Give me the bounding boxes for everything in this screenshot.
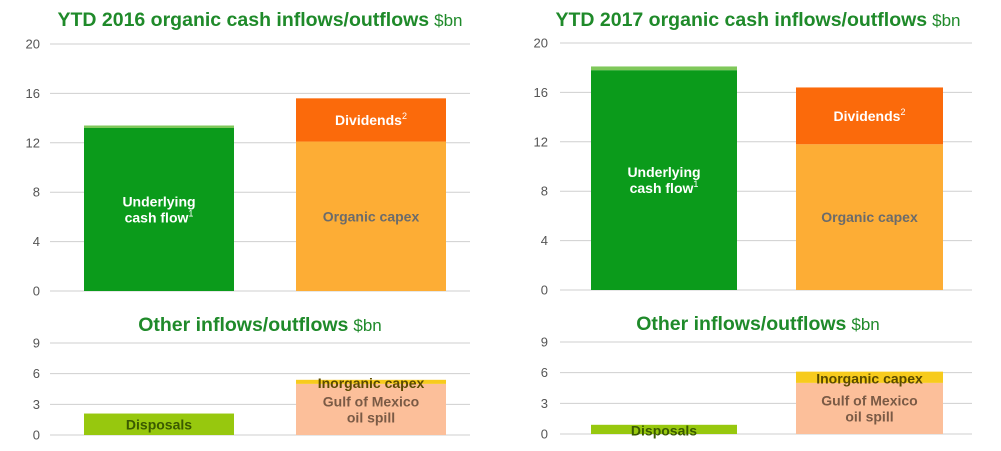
- y-tick-label: 4: [33, 234, 40, 249]
- bar-label-text: Dividends: [335, 112, 402, 128]
- footnote-marker: 2: [900, 107, 905, 117]
- bar-label-gulf_of_mexico: oil spill: [347, 409, 395, 425]
- bar-label-underlying_cash_flow: cash flow1: [125, 208, 194, 225]
- y-tick-label: 16: [534, 85, 548, 100]
- bar-segment-inorganic_capex: [296, 379, 446, 384]
- bar-segment-dividends: [796, 87, 943, 145]
- chart-unit: $bn: [932, 11, 960, 30]
- bar-label-organic_capex: Organic capex: [821, 209, 918, 225]
- bar-label-inorganic_capex: Inorganic capex: [318, 375, 425, 391]
- chart-unit: $bn: [851, 315, 879, 334]
- bar-segment-dividends: [296, 98, 446, 142]
- footnote-marker: 1: [188, 208, 193, 218]
- chart-title-text: Other inflows/outflows: [636, 313, 846, 335]
- bar-label-text: cash flow: [630, 180, 694, 196]
- y-tick-label: 12: [534, 134, 548, 149]
- bar-label-text: cash flow: [125, 209, 189, 225]
- bar-label-organic_capex: Organic capex: [323, 208, 420, 224]
- bar-segment-inorganic_capex: [796, 371, 943, 383]
- bar-segment-organic_capex: [296, 141, 446, 291]
- bar-label-underlying_cash_flow: Underlying: [122, 193, 195, 209]
- footnote-marker: 1: [693, 179, 698, 189]
- y-tick-label: 20: [26, 37, 40, 52]
- bar-label-text: Organic capex: [323, 208, 420, 224]
- y-tick-label: 12: [26, 135, 40, 150]
- bar-label-text: Disposals: [126, 416, 192, 432]
- y-tick-label: 6: [541, 365, 548, 380]
- y-tick-label: 0: [33, 428, 40, 443]
- bar-label-text: Dividends: [834, 108, 901, 124]
- bar-segment-gulf_of_mexico: [296, 383, 446, 435]
- bar-label-dividends: Dividends2: [335, 111, 407, 128]
- chart-title: YTD 2016 organic cash inflows/outflows $b…: [57, 9, 462, 31]
- y-tick-label: 0: [541, 283, 548, 298]
- y-tick-label: 6: [33, 366, 40, 381]
- bar-label-dividends: Dividends2: [834, 107, 906, 124]
- footnote-marker: 2: [402, 111, 407, 121]
- bar-label-disposals: Disposals: [631, 422, 697, 438]
- chart-ytd2017-organic: YTD 2017 organic cash inflows/outflows $b…: [534, 9, 972, 298]
- bar-label-disposals: Disposals: [126, 416, 192, 432]
- bar-segment-gulf_of_mexico: [796, 382, 943, 434]
- bar-label-text: Organic capex: [821, 209, 918, 225]
- y-tick-label: 0: [541, 427, 548, 442]
- chart-title: Other inflows/outflows $bn: [636, 313, 880, 335]
- bar-label-underlying_cash_flow: cash flow1: [630, 179, 699, 196]
- chart-ytd2016-other: Other inflows/outflows $bn 0 3 6 9 Disposals Gu…: [33, 314, 470, 443]
- bar-segment-cash_flow_top: [84, 125, 234, 128]
- y-tick-label: 4: [541, 233, 548, 248]
- chart-ytd2016-organic: YTD 2016 organic cash inflows/outflows $b…: [26, 9, 470, 299]
- y-tick-label: 8: [33, 185, 40, 200]
- bar-label-text: Underlying: [627, 164, 700, 180]
- bar-label-text: Gulf of Mexico: [821, 392, 917, 408]
- bar-segment-cash_flow_top: [591, 66, 737, 71]
- bar-label-text: oil spill: [845, 408, 893, 424]
- y-tick-label: 9: [33, 336, 40, 351]
- y-tick-label: 8: [541, 184, 548, 199]
- y-tick-label: 0: [33, 284, 40, 299]
- bar-segment-disposals: [591, 424, 737, 434]
- bar-segment-organic_capex: [796, 144, 943, 290]
- chart-title: Other inflows/outflows $bn: [138, 314, 382, 336]
- y-tick-label: 16: [26, 86, 40, 101]
- chart-title-text: YTD 2017 organic cash inflows/outflows: [555, 9, 927, 31]
- bar-label-gulf_of_mexico: Gulf of Mexico: [821, 392, 917, 408]
- chart-unit: $bn: [434, 11, 462, 30]
- bar-segment-underlying_cash_flow: [84, 127, 234, 291]
- bar-segment-underlying_cash_flow: [591, 70, 737, 290]
- y-tick-label: 3: [33, 397, 40, 412]
- bar-label-inorganic_capex: Inorganic capex: [816, 370, 923, 386]
- chart-title: YTD 2017 organic cash inflows/outflows $b…: [555, 9, 960, 31]
- chart-title-text: YTD 2016 organic cash inflows/outflows: [57, 9, 429, 31]
- bar-label-gulf_of_mexico: oil spill: [845, 408, 893, 424]
- bar-label-text: Gulf of Mexico: [323, 393, 419, 409]
- bar-label-underlying_cash_flow: Underlying: [627, 164, 700, 180]
- chart-unit: $bn: [353, 316, 381, 335]
- bar-label-text: Inorganic capex: [816, 370, 923, 386]
- bar-label-text: Underlying: [122, 193, 195, 209]
- bar-label-text: Disposals: [631, 422, 697, 438]
- y-tick-label: 20: [534, 36, 548, 51]
- bar-label-gulf_of_mexico: Gulf of Mexico: [323, 393, 419, 409]
- bar-label-text: Inorganic capex: [318, 375, 425, 391]
- y-tick-label: 9: [541, 335, 548, 350]
- bar-label-text: oil spill: [347, 409, 395, 425]
- chart-title-text: Other inflows/outflows: [138, 314, 348, 336]
- bar-segment-disposals: [84, 413, 234, 435]
- chart-ytd2017-other: Other inflows/outflows $bn 0 3 6 9 Disposals Gu…: [541, 313, 972, 442]
- y-tick-label: 3: [541, 396, 548, 411]
